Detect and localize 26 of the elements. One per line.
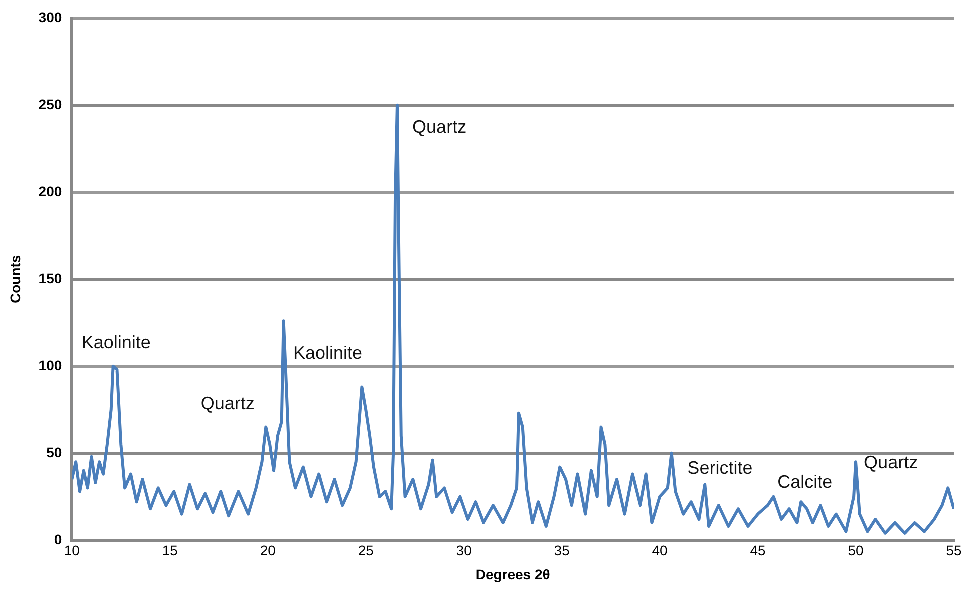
y-tick-label: 300 [38, 9, 62, 26]
x-tick-label: 10 [64, 542, 80, 559]
x-tick-label: 30 [456, 542, 472, 559]
x-tick-label: 45 [750, 542, 766, 559]
y-tick-label: 50 [46, 444, 62, 460]
annotation: Quartz [864, 452, 918, 473]
y-tick-label: 200 [38, 183, 62, 200]
y-tick-label: 250 [38, 96, 62, 112]
y-axis-title: Counts [7, 255, 24, 304]
x-tick-label: 40 [652, 542, 668, 559]
annotation: Quartz [412, 116, 467, 137]
x-tick-label: 55 [946, 542, 962, 559]
y-tick-label: 0 [54, 531, 62, 548]
annotation: Kaolinite [294, 343, 363, 364]
annotation: Serictite [688, 458, 753, 478]
x-axis-title: Degrees 2θ [476, 566, 550, 582]
x-tick-label: 15 [162, 542, 178, 559]
x-tick-label: 25 [358, 542, 374, 559]
x-tick-label: 50 [848, 542, 864, 559]
annotation: Kaolinite [82, 332, 151, 353]
annotation: Quartz [200, 394, 255, 414]
x-tick-label: 35 [554, 542, 570, 559]
x-tick-label: 20 [260, 542, 276, 559]
annotation: Calcite [778, 472, 833, 492]
y-tick-label: 150 [38, 270, 62, 286]
y-tick-label: 100 [38, 357, 62, 374]
